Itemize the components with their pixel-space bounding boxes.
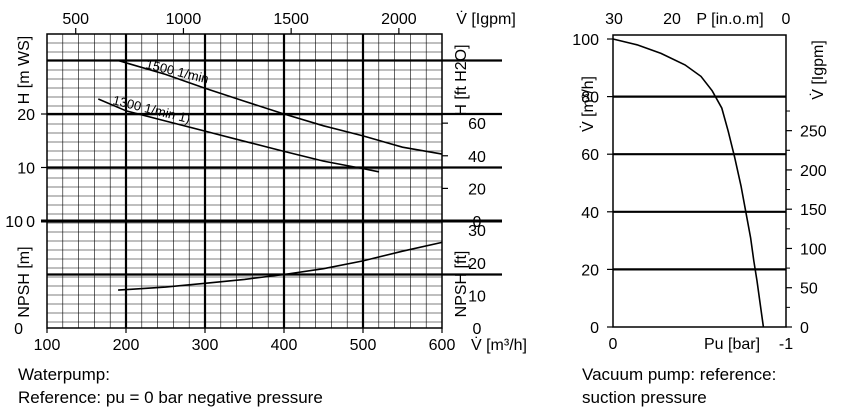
npsh-y-tick-label: 10 — [5, 214, 23, 231]
npsh-y2-tick-label: 0 — [473, 321, 482, 338]
vacuum-x2-axis-label: P [in.o.m] — [696, 11, 763, 28]
vacuum-y-tick-label: 20 — [581, 262, 599, 279]
head-y2-tick-label: 40 — [468, 149, 486, 166]
x-axis-label: V̇ [m³/h] — [471, 336, 527, 354]
vacuum-caption-title: Vacuum pump: reference: — [582, 365, 777, 384]
vacuum-x-axis-label: Pu [bar] — [704, 336, 760, 353]
vacuum-y2-tick-label: 0 — [800, 320, 809, 337]
vacuum-frame — [612, 34, 787, 328]
head-y-tick-label: 20 — [17, 107, 35, 124]
vacuum-y-tick-label: 40 — [581, 205, 599, 222]
vacuum-x-tick-label: -1 — [779, 336, 793, 353]
npsh-y-axis-label: NPSH [m] — [16, 246, 33, 317]
waterpump-frame — [46, 33, 443, 329]
head-y-tick-label: 0 — [26, 214, 35, 231]
x2-tick-label: 1000 — [166, 11, 202, 28]
head-y2-tick-label: 20 — [468, 181, 486, 198]
vacuum-y2-tick-label: 100 — [800, 241, 827, 258]
x-tick-label: 400 — [271, 337, 298, 354]
vacuum-y2-axis-label: V̇ [Igpm] — [809, 40, 827, 100]
head-y2-tick-label: 60 — [468, 116, 486, 133]
vacuum-y-axis-label: V̇ [m³/h] — [579, 76, 597, 132]
x-tick-label: 100 — [34, 337, 61, 354]
head-y-tick-label: 10 — [17, 161, 35, 178]
vacuum-x2-tick-label: 20 — [663, 11, 681, 28]
npsh-curve — [118, 241, 443, 291]
waterpump-caption-title: Waterpump: — [18, 365, 110, 384]
vacuum-curve — [612, 38, 765, 328]
npsh-y2-tick-label: 20 — [468, 256, 486, 273]
x2-axis-label: V̇ [Igpm] — [456, 10, 516, 28]
vacuum-y-tick-label: 80 — [581, 90, 599, 107]
waterpump-caption-reference: Reference: pu = 0 bar negative pressure — [18, 388, 323, 407]
vacuum-caption-reference: suction pressure — [582, 388, 707, 407]
x-tick-label: 300 — [192, 337, 219, 354]
vacuum-y2-tick-label: 200 — [800, 163, 827, 180]
vacuum-y2-tick-label: 50 — [800, 281, 818, 298]
x-tick-label: 500 — [350, 337, 377, 354]
vacuum-y2-tick-label: 150 — [800, 202, 827, 219]
vacuum-y-tick-label: 60 — [581, 147, 599, 164]
head-y-axis-label: H [m WS] — [16, 36, 33, 104]
npsh-y-tick-label: 0 — [14, 321, 23, 338]
head-curve-1 — [117, 59, 443, 155]
head-curve-2-label: 1300 1/min 1) — [111, 92, 192, 126]
x2-tick-label: 1500 — [273, 11, 309, 28]
vacuum-x2-tick-label: 0 — [782, 11, 791, 28]
head-y2-axis-label: H [ft H2O] — [453, 44, 470, 115]
x-tick-label: 600 — [429, 337, 456, 354]
x-tick-label: 200 — [113, 337, 140, 354]
head-y2-tick-label: 0 — [473, 214, 482, 231]
head-curve-2 — [97, 98, 379, 173]
vacuum-x-tick-label: 0 — [609, 336, 618, 353]
npsh-y2-axis-label: NPSH [ft] — [453, 251, 470, 318]
x2-tick-label: 500 — [62, 11, 89, 28]
vacuum-x2-tick-label: 30 — [605, 11, 623, 28]
vacuum-y-tick-label: 100 — [572, 32, 599, 49]
vacuum-y-tick-label: 0 — [590, 320, 599, 337]
vacuum-y2-tick-label: 250 — [800, 124, 827, 141]
x2-tick-label: 2000 — [381, 11, 417, 28]
npsh-y2-tick-label: 10 — [468, 288, 486, 305]
npsh-y2-tick-label: 30 — [468, 223, 486, 240]
